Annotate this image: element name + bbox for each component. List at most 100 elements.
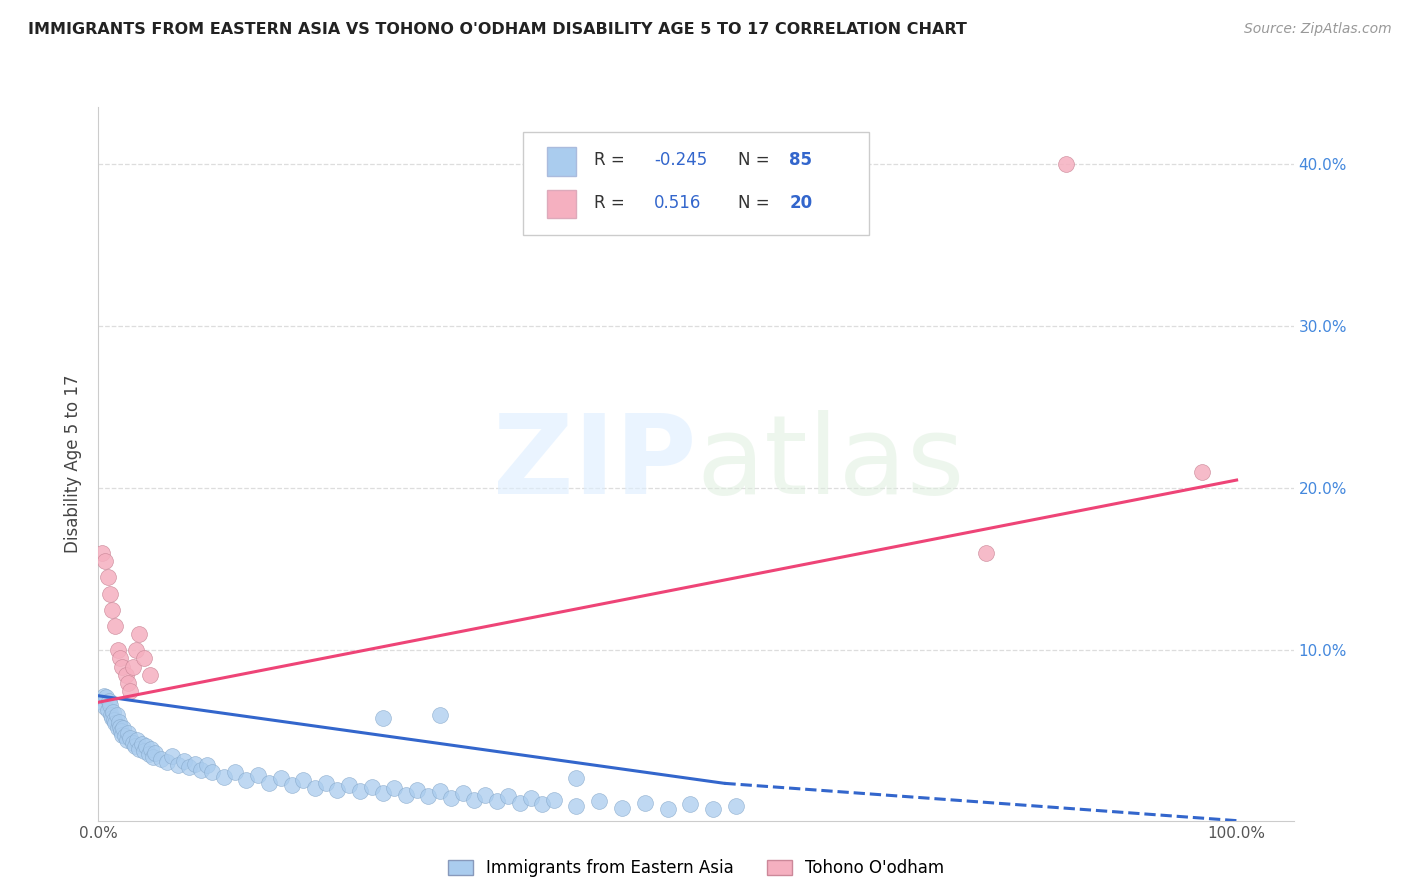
Point: [485, 794, 508, 808]
Point: [114, 667, 136, 681]
Point: [98, 698, 121, 713]
Point: [326, 782, 349, 797]
Point: [474, 788, 496, 802]
Point: [107, 721, 129, 735]
Point: [139, 742, 162, 756]
Point: [96, 703, 118, 717]
Point: [132, 744, 155, 758]
Text: R =: R =: [595, 194, 626, 211]
Point: [224, 764, 246, 779]
Text: atlas: atlas: [696, 410, 965, 517]
Point: [104, 716, 127, 731]
Point: [101, 603, 124, 617]
Point: [143, 746, 166, 760]
Point: [201, 764, 224, 779]
Y-axis label: Disability Age 5 to 17: Disability Age 5 to 17: [65, 375, 83, 553]
Point: [167, 758, 190, 772]
Point: [588, 794, 610, 808]
Point: [110, 724, 132, 739]
Point: [124, 739, 146, 753]
Point: [100, 708, 122, 723]
Point: [156, 756, 179, 770]
Point: [610, 800, 633, 814]
Point: [1054, 157, 1077, 171]
Point: [184, 756, 207, 771]
Point: [93, 689, 115, 703]
Point: [128, 742, 150, 756]
Point: [90, 695, 112, 709]
Point: [121, 736, 143, 750]
Point: [103, 713, 125, 727]
Legend: Immigrants from Eastern Asia, Tohono O'odham: Immigrants from Eastern Asia, Tohono O'o…: [441, 853, 950, 884]
Point: [108, 714, 131, 729]
Text: -0.245: -0.245: [654, 151, 707, 169]
Point: [131, 738, 153, 752]
Point: [114, 729, 136, 743]
Text: 85: 85: [789, 151, 813, 169]
Point: [179, 760, 201, 774]
Point: [90, 546, 112, 560]
Point: [112, 721, 135, 735]
Point: [496, 789, 519, 804]
Point: [117, 675, 139, 690]
Point: [418, 789, 440, 804]
Point: [94, 554, 117, 568]
Point: [105, 708, 128, 723]
Point: [349, 784, 371, 798]
Point: [96, 570, 118, 584]
Point: [395, 788, 418, 802]
Point: [679, 797, 702, 812]
Point: [543, 792, 565, 806]
FancyBboxPatch shape: [547, 190, 576, 219]
Point: [111, 659, 134, 673]
Point: [429, 708, 451, 723]
Point: [212, 770, 235, 784]
Point: [565, 772, 588, 786]
Text: N =: N =: [738, 151, 769, 169]
Point: [150, 752, 173, 766]
Point: [292, 773, 315, 788]
Point: [108, 720, 131, 734]
Point: [103, 705, 125, 719]
Point: [382, 781, 405, 796]
Point: [509, 796, 531, 810]
Point: [138, 747, 160, 761]
Point: [702, 802, 724, 816]
Point: [108, 651, 131, 665]
Point: [125, 643, 148, 657]
Point: [142, 750, 165, 764]
Point: [132, 651, 155, 665]
Text: N =: N =: [738, 194, 769, 211]
Point: [128, 627, 150, 641]
Text: 20: 20: [789, 194, 813, 211]
Point: [657, 802, 679, 816]
FancyBboxPatch shape: [547, 147, 576, 176]
Point: [104, 619, 127, 633]
Point: [281, 778, 304, 792]
Point: [173, 754, 195, 768]
Point: [270, 772, 292, 786]
Point: [120, 731, 142, 745]
Text: 0.516: 0.516: [654, 194, 702, 211]
Point: [117, 726, 139, 740]
Point: [724, 799, 747, 814]
Point: [120, 684, 142, 698]
Point: [337, 778, 360, 792]
Point: [406, 782, 429, 797]
Point: [101, 711, 124, 725]
Point: [190, 764, 212, 778]
Point: [257, 776, 280, 790]
Point: [520, 791, 543, 805]
Point: [127, 732, 149, 747]
Point: [107, 643, 129, 657]
Text: R =: R =: [595, 151, 626, 169]
Text: Source: ZipAtlas.com: Source: ZipAtlas.com: [1244, 22, 1392, 37]
FancyBboxPatch shape: [523, 132, 869, 235]
Point: [634, 796, 657, 810]
Point: [974, 546, 997, 560]
Point: [162, 748, 184, 763]
Point: [115, 732, 138, 747]
Point: [96, 690, 118, 705]
Point: [246, 768, 269, 782]
Text: ZIP: ZIP: [492, 410, 696, 517]
